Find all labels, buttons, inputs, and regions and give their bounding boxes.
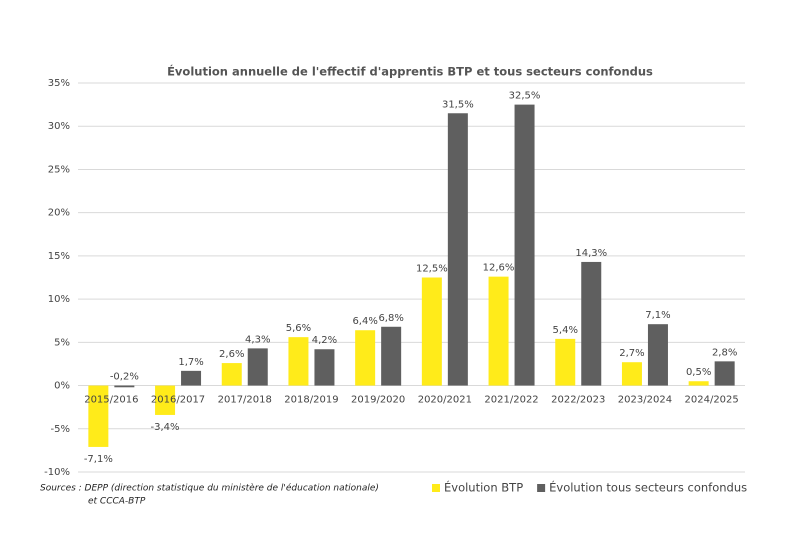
legend-label: Évolution BTP — [444, 480, 523, 495]
value-label: 5,4% — [553, 325, 578, 336]
bar — [355, 330, 376, 386]
bar — [314, 349, 335, 386]
y-tick-label: 30% — [48, 121, 70, 132]
value-label: -0,2% — [110, 372, 139, 383]
bar — [688, 381, 709, 386]
y-tick-label: 15% — [48, 251, 70, 262]
bar — [88, 385, 109, 447]
legend-swatch — [537, 484, 546, 492]
bar — [381, 326, 402, 386]
x-tick-label: 2020/2021 — [418, 395, 472, 406]
x-tick-label: 2021/2022 — [484, 395, 538, 406]
source: Sources : DEPP (direction statistique du… — [40, 483, 379, 494]
bar — [621, 362, 642, 386]
y-tick-label: 35% — [48, 78, 70, 89]
value-label: 0,5% — [686, 367, 711, 378]
y-tick-label: 0% — [54, 381, 70, 392]
bar — [155, 385, 176, 415]
value-label: 31,5% — [442, 99, 474, 110]
value-label: 2,6% — [219, 349, 244, 360]
bar — [488, 276, 509, 386]
x-tick-label: 2016/2017 — [151, 395, 205, 406]
value-label: 2,8% — [712, 347, 737, 358]
value-label: 4,2% — [312, 335, 337, 346]
y-tick-label: -5% — [51, 424, 70, 435]
bar — [647, 324, 668, 386]
value-label: -7,1% — [84, 454, 113, 465]
y-tick-label: -10% — [44, 467, 70, 478]
bar — [221, 363, 242, 386]
value-label: 14,3% — [575, 248, 607, 259]
value-label: 32,5% — [509, 91, 541, 102]
value-label: 5,6% — [286, 323, 311, 334]
y-tick-label: 5% — [54, 337, 70, 348]
bar — [447, 113, 468, 386]
value-label: 1,7% — [178, 357, 203, 368]
y-tick-label: 10% — [48, 294, 70, 305]
value-label: 6,8% — [378, 313, 403, 324]
bar — [114, 385, 135, 388]
value-label: 12,5% — [416, 264, 448, 275]
legend-swatch — [432, 484, 440, 492]
bar — [581, 261, 602, 386]
bar — [288, 337, 309, 386]
value-label: -3,4% — [151, 422, 180, 433]
x-tick-label: 2015/2016 — [84, 395, 138, 406]
x-tick-label: 2024/2025 — [685, 395, 739, 406]
bar — [555, 338, 576, 386]
x-tick-label: 2018/2019 — [284, 395, 338, 406]
legend-label: Évolution tous secteurs confondus — [549, 480, 747, 495]
bar — [247, 348, 268, 386]
x-tick-label: 2017/2018 — [218, 395, 272, 406]
x-tick-label: 2023/2024 — [618, 395, 672, 406]
bar — [514, 104, 535, 386]
value-label: 12,6% — [483, 263, 515, 274]
value-label: 7,1% — [645, 310, 670, 321]
bar — [181, 370, 202, 386]
x-tick-label: 2019/2020 — [351, 395, 405, 406]
bar — [421, 277, 442, 386]
source: et CCCA-BTP — [88, 497, 146, 507]
value-label: 6,4% — [352, 316, 377, 327]
value-label: 4,3% — [245, 334, 270, 345]
y-tick-label: 20% — [48, 208, 70, 219]
chart-title: Évolution annuelle de l'effectif d'appre… — [167, 64, 653, 79]
y-tick-label: 25% — [48, 164, 70, 175]
bar — [714, 361, 735, 386]
value-label: 2,7% — [619, 348, 644, 359]
x-tick-label: 2022/2023 — [551, 395, 605, 406]
